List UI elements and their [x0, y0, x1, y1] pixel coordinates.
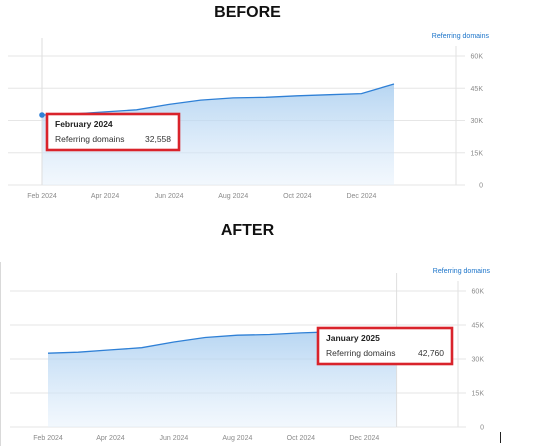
- text-cursor: [500, 432, 501, 443]
- before-heading: BEFORE: [214, 4, 281, 21]
- tooltip-box: [45, 112, 181, 152]
- y-tick-label: 15K: [471, 150, 484, 157]
- x-tick-label: Feb 2024: [33, 435, 63, 442]
- series-area: [48, 330, 397, 427]
- x-tick-label: Dec 2024: [346, 193, 376, 200]
- y-tick-label: 15K: [472, 391, 485, 398]
- legend-referring-domains: Referring domains: [433, 268, 491, 275]
- series-line: [41, 83, 395, 116]
- x-tick-label: Apr 2024: [91, 193, 120, 200]
- y-tick-label: 45K: [471, 86, 484, 93]
- y-tick-label: 0: [479, 183, 483, 190]
- x-tick-label: Aug 2024: [218, 193, 248, 200]
- tooltip-label: Referring domains: [55, 134, 124, 144]
- highlight-point: [39, 112, 45, 118]
- x-tick-label: Aug 2024: [222, 435, 252, 442]
- tooltip-title: January 2025: [326, 333, 380, 343]
- x-tick-label: Jun 2024: [155, 193, 184, 200]
- y-tick-label: 60K: [472, 289, 485, 296]
- chart-before[interactable]: Referring domains 60K 45K 30K 15K 0 Feb 2024 Ap…: [0, 28, 535, 208]
- x-tick-label: Apr 2024: [96, 435, 125, 442]
- y-tick-label: 0: [480, 425, 484, 432]
- x-tick-label: Oct 2024: [287, 435, 316, 442]
- y-tick-label: 45K: [472, 323, 485, 330]
- tooltip-title: February 2024: [55, 119, 113, 129]
- y-tick-label: 60K: [471, 54, 484, 61]
- x-tick-label: Feb 2024: [27, 193, 57, 200]
- panel-left-border: [0, 262, 1, 446]
- series-area: [42, 84, 394, 185]
- tooltip-value: 32,558: [145, 134, 171, 144]
- x-tick-label: Dec 2024: [349, 435, 379, 442]
- tooltip-box: [316, 326, 454, 366]
- x-tick-label: Oct 2024: [283, 193, 312, 200]
- after-heading: AFTER: [220, 222, 275, 239]
- tooltip-value: 42,760: [418, 348, 444, 358]
- tooltip-label: Referring domains: [326, 348, 395, 358]
- chart-after[interactable]: Referring domains 60K 45K 30K 15K 0 Feb 2024 Ap…: [0, 262, 535, 446]
- legend-referring-domains: Referring domains: [432, 33, 490, 40]
- x-tick-label: Jun 2024: [160, 435, 189, 442]
- y-tick-label: 30K: [471, 118, 484, 125]
- y-tick-label: 30K: [472, 357, 485, 364]
